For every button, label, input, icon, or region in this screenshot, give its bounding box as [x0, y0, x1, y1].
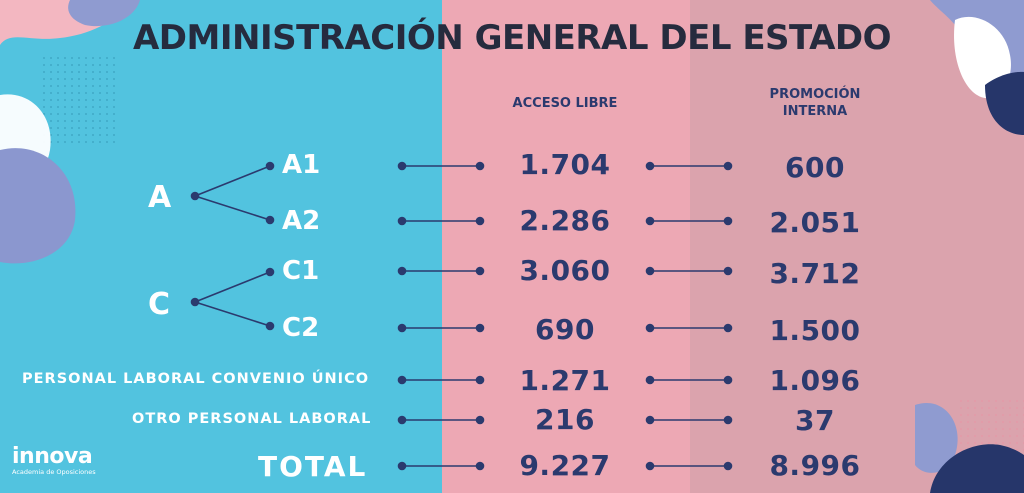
row-label-a2: A2 — [282, 206, 321, 236]
value-acceso-a1: 1.704 — [519, 148, 611, 181]
value-promocion-a2: 2.051 — [769, 206, 861, 239]
row-label-c2: C2 — [282, 313, 320, 343]
connector-dot — [645, 323, 655, 333]
connector-dot — [723, 266, 733, 276]
logo-name: innova — [12, 444, 93, 469]
connector-dot — [645, 461, 655, 471]
connector-dot — [397, 266, 407, 276]
connector-dot — [397, 461, 407, 471]
value-acceso-laboral-convenio: 1.271 — [519, 364, 611, 397]
page-title: ADMINISTRACIÓN GENERAL DEL ESTADO — [132, 18, 892, 58]
value-acceso-otro-laboral: 216 — [535, 403, 595, 436]
row-label-c1: C1 — [282, 256, 320, 286]
connector-dot — [723, 415, 733, 425]
row-label-laboral-convenio: PERSONAL LABORAL CONVENIO ÚNICO — [22, 371, 370, 387]
connector-dot — [475, 161, 485, 171]
header-acceso-libre: ACCESO LIBRE — [512, 96, 618, 111]
header-promocion-line2: INTERNA — [782, 104, 848, 119]
connector-dot — [645, 375, 655, 385]
value-promocion-c1: 3.712 — [769, 257, 861, 290]
row-label-a1: A1 — [282, 150, 321, 180]
acceso-libre-panel — [442, 0, 690, 493]
connector-dot — [397, 323, 407, 333]
innova-logo: innova Academia de Oposiciones — [12, 446, 96, 477]
value-promocion-total: 8.996 — [769, 449, 861, 482]
value-acceso-c2: 690 — [535, 313, 595, 346]
connector-dot — [475, 461, 485, 471]
row-label-total: TOTAL — [258, 450, 368, 483]
connector-dot — [723, 216, 733, 226]
value-promocion-c2: 1.500 — [769, 314, 861, 347]
connector-dot — [475, 216, 485, 226]
connector-dot — [397, 375, 407, 385]
connector-dot — [645, 415, 655, 425]
connector-dot — [475, 375, 485, 385]
value-promocion-a1: 600 — [785, 151, 845, 184]
connector-dot — [645, 266, 655, 276]
connector-dot — [723, 375, 733, 385]
connector-dot — [723, 461, 733, 471]
group-a-label: A — [148, 180, 172, 215]
group-c-label: C — [148, 287, 171, 322]
header-promocion-interna: PROMOCIÓN INTERNA — [740, 86, 890, 120]
connector-dot — [475, 415, 485, 425]
connector-dot — [645, 216, 655, 226]
connector-dot — [645, 161, 655, 171]
logo-tagline: Academia de Oposiciones — [12, 468, 96, 476]
row-label-otro-laboral: OTRO PERSONAL LABORAL — [132, 411, 372, 427]
connector-dot — [475, 266, 485, 276]
connector-dot — [475, 323, 485, 333]
value-acceso-c1: 3.060 — [519, 254, 611, 287]
value-promocion-laboral-convenio: 1.096 — [769, 364, 861, 397]
value-acceso-total: 9.227 — [519, 449, 611, 482]
connector-dot — [397, 216, 407, 226]
connector-dot — [397, 161, 407, 171]
value-promocion-otro-laboral: 37 — [795, 404, 835, 437]
connector-dot — [723, 323, 733, 333]
connector-dot — [397, 415, 407, 425]
connector-dot — [723, 161, 733, 171]
value-acceso-a2: 2.286 — [519, 204, 611, 237]
header-promocion-line1: PROMOCIÓN — [769, 87, 861, 102]
